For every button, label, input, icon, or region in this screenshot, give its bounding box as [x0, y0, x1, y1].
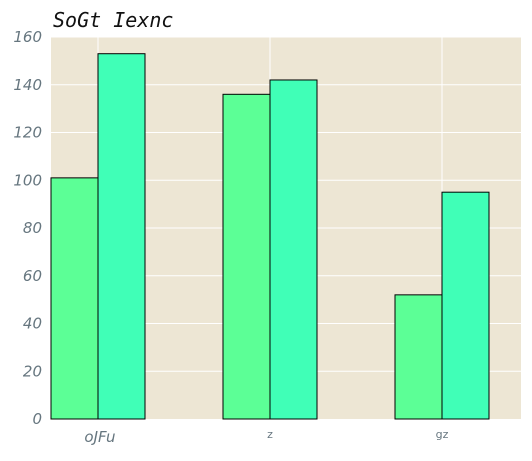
- x-tick-label: gz: [436, 428, 449, 441]
- y-tick-label: 20: [23, 362, 42, 380]
- y-axis-ticks: 0 20 40 60 80 100 120 140 160: [13, 28, 42, 428]
- y-tick-label: 0: [32, 410, 42, 428]
- y-tick-label: 120: [13, 124, 42, 142]
- bar-gz-series-1: [395, 295, 442, 419]
- x-tick-label: z: [267, 428, 273, 441]
- bar-oJFu-series-2: [98, 54, 145, 419]
- y-tick-label: 160: [13, 28, 42, 46]
- bar-gz-series-2: [442, 192, 489, 419]
- y-tick-label: 40: [23, 315, 42, 333]
- bar-oJFu-series-1: [51, 178, 98, 419]
- y-tick-label: 100: [13, 171, 42, 189]
- bar-z-series-1: [223, 94, 270, 419]
- bar-z-series-2: [270, 80, 317, 419]
- x-tick-label: oJFu: [84, 428, 115, 446]
- chart-title: SoGt Iexnc: [53, 8, 173, 32]
- y-tick-label: 140: [13, 76, 42, 94]
- y-tick-label: 60: [23, 267, 42, 285]
- y-tick-label: 80: [23, 219, 42, 237]
- x-axis-ticks: oJFu z gz: [84, 428, 448, 446]
